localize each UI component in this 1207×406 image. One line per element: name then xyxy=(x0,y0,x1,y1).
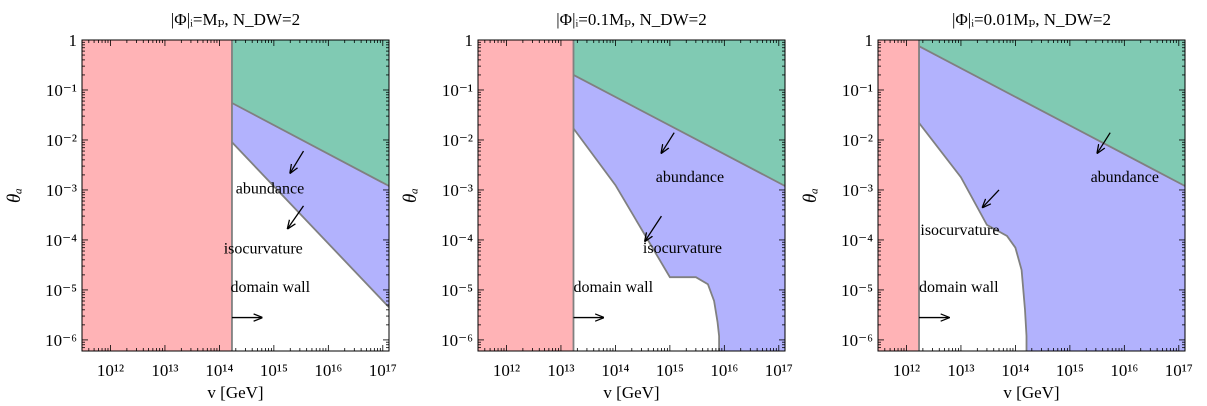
chart-title: |Φ|ᵢ=Mₚ, N_DW=2 xyxy=(171,10,300,29)
y-tick-label: 10⁻³ xyxy=(442,181,473,200)
y-tick-label: 10⁻⁴ xyxy=(841,231,873,250)
y-axis-label: θₐ xyxy=(800,188,821,203)
annotation-label: abundance xyxy=(1091,169,1159,186)
annotation-label: isocurvature xyxy=(224,241,303,258)
annotation-label: abundance xyxy=(236,180,304,197)
chart-panel-2: 10¹² 10¹³ 10¹⁴ 10¹⁵ 10¹⁶ 10¹⁷ 10⁻⁶ 10⁻⁵ 10⁻⁴ 10⁻³… xyxy=(400,10,793,402)
annotation-label: abundance xyxy=(656,169,724,186)
annotation-arrow xyxy=(645,215,662,241)
x-tick-label: 10¹² xyxy=(97,361,124,380)
abundance-boundary xyxy=(573,74,786,187)
annotation-label: domain wall xyxy=(919,279,999,296)
y-tick-label: 10⁻⁶ xyxy=(441,331,473,350)
abundance-region xyxy=(919,40,1185,186)
y-tick-label: 10⁻² xyxy=(46,131,77,150)
abundance-region xyxy=(231,40,389,186)
x-tick-label: 10¹⁴ xyxy=(205,361,233,380)
domain-wall-region xyxy=(478,40,574,351)
x-axis-label: v [GeV] xyxy=(207,383,263,402)
x-axis-label: v [GeV] xyxy=(603,383,659,402)
y-tick-label: 10⁻³ xyxy=(842,181,873,200)
annotation-label: isocurvature xyxy=(920,222,999,239)
axis-ticks xyxy=(81,39,389,352)
y-axis-label: θₐ xyxy=(400,188,421,203)
x-tick-label: 10¹⁷ xyxy=(369,361,397,380)
y-tick-label: 10⁻³ xyxy=(46,181,77,200)
x-tick-label: 10¹² xyxy=(893,361,920,380)
x-tick-label: 10¹² xyxy=(493,361,520,380)
x-tick-label: 10¹⁶ xyxy=(314,361,342,380)
axis-ticks xyxy=(477,39,785,352)
x-tick-label: 10¹⁷ xyxy=(765,361,793,380)
y-tick-label: 10⁻¹ xyxy=(442,81,473,100)
annotation-arrow xyxy=(290,150,305,173)
y-tick-label: 10⁻⁴ xyxy=(45,231,77,250)
y-tick-label: 10⁻² xyxy=(442,131,473,150)
annotation-label: isocurvature xyxy=(643,240,722,257)
abundance-region xyxy=(573,40,785,186)
chart-title: |Φ|ᵢ=0.01Mₚ, N_DW=2 xyxy=(952,10,1111,29)
annotation-arrow xyxy=(983,189,1000,207)
annotation-arrow xyxy=(661,132,675,153)
isocurvature-boundary xyxy=(231,141,390,308)
annotation-arrow xyxy=(288,205,305,229)
chart-title: |Φ|ᵢ=0.1Mₚ, N_DW=2 xyxy=(556,10,706,29)
isocurvature-boundary xyxy=(572,127,720,351)
x-tick-label: 10¹⁵ xyxy=(260,361,288,380)
x-tick-label: 10¹³ xyxy=(947,361,974,380)
y-axis-label: θₐ xyxy=(4,188,25,203)
y-tick-label: 10⁻⁵ xyxy=(45,281,77,300)
y-tick-label: 10⁻⁵ xyxy=(441,281,473,300)
x-tick-label: 10¹⁴ xyxy=(601,361,629,380)
annotation-label: domain wall xyxy=(573,279,653,296)
y-tick-label: 10⁻² xyxy=(842,131,873,150)
domain-wall-region xyxy=(878,40,920,351)
annotation-label: domain wall xyxy=(231,279,311,296)
x-tick-label: 10¹⁷ xyxy=(1165,361,1193,380)
y-tick-label: 10⁻⁶ xyxy=(841,331,873,350)
y-tick-label: 10⁻¹ xyxy=(842,81,873,100)
annotation-arrow xyxy=(1097,132,1111,153)
isocurvature-boundary xyxy=(918,122,1028,351)
x-axis-label: v [GeV] xyxy=(1003,383,1059,402)
x-tick-label: 10¹⁵ xyxy=(656,361,684,380)
x-tick-label: 10¹³ xyxy=(547,361,574,380)
y-tick-label: 10⁻⁴ xyxy=(441,231,473,250)
x-tick-label: 10¹⁶ xyxy=(1110,361,1138,380)
abundance-boundary xyxy=(231,102,390,187)
x-tick-label: 10¹⁶ xyxy=(710,361,738,380)
x-tick-label: 10¹⁵ xyxy=(1056,361,1084,380)
x-tick-label: 10¹³ xyxy=(151,361,178,380)
chart-panel-3: 10¹² 10¹³ 10¹⁴ 10¹⁵ 10¹⁶ 10¹⁷ 10⁻⁶ 10⁻⁵ 10⁻⁴ 10⁻³… xyxy=(800,10,1193,402)
y-tick-label: 10⁻¹ xyxy=(46,81,77,100)
abundance-boundary xyxy=(918,45,1186,187)
y-tick-label: 10⁻⁵ xyxy=(841,281,873,300)
domain-wall-region xyxy=(82,40,232,351)
y-tick-label: 1 xyxy=(69,31,78,50)
y-tick-label: 1 xyxy=(465,31,474,50)
y-tick-label: 10⁻⁶ xyxy=(45,331,77,350)
x-tick-label: 10¹⁴ xyxy=(1001,361,1029,380)
chart-panel-1: 10¹² 10¹³ 10¹⁴ 10¹⁵ 10¹⁶ 10¹⁷ 10⁻⁶ 10⁻⁵ 10⁻⁴ 10⁻³… xyxy=(4,10,397,402)
axis-ticks xyxy=(877,39,1185,352)
y-tick-label: 1 xyxy=(865,31,874,50)
